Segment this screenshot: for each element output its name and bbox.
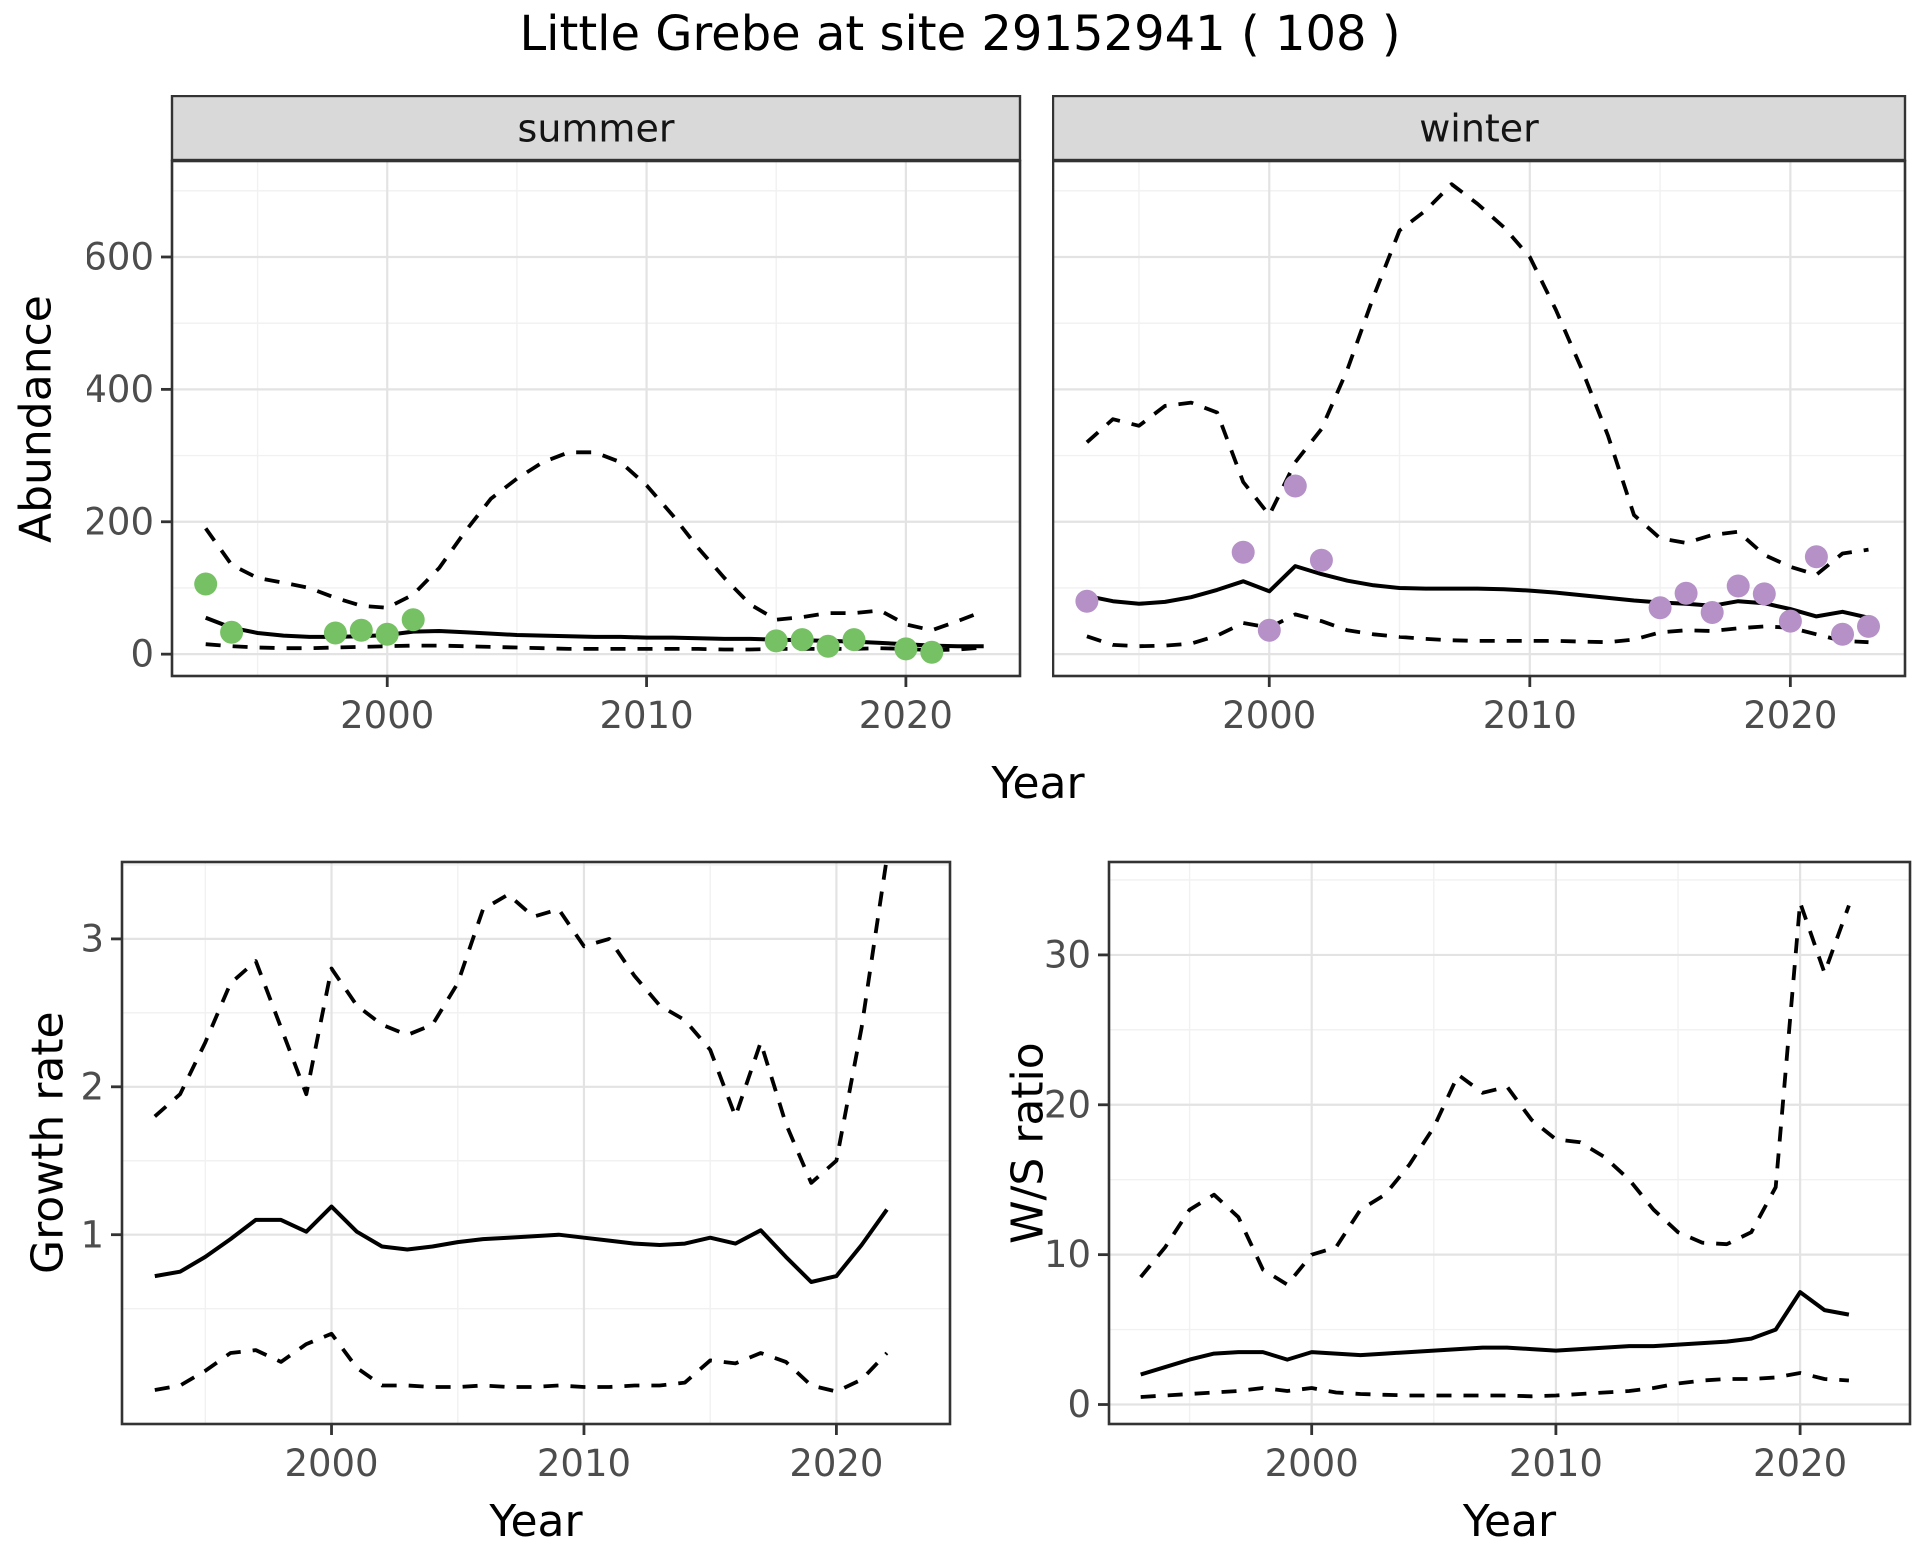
observation-point: [842, 628, 866, 652]
top-year-axis-title: Year: [991, 758, 1085, 809]
x-axis: 2000 2010 2020: [1265, 1424, 1847, 1485]
x-tick-label: 2010: [537, 1442, 631, 1485]
x-axis: 2000 2010 2020: [1222, 676, 1837, 737]
x-tick-label: 2000: [284, 1442, 378, 1485]
observation-point: [1804, 545, 1828, 569]
observation-point: [1700, 601, 1724, 624]
plot-title: Little Grebe at site 29152941 ( 108 ): [519, 6, 1401, 62]
observation-point: [194, 572, 218, 596]
observation-point: [764, 629, 788, 653]
observation-point: [401, 608, 425, 632]
panel-border: [1107, 860, 1912, 1426]
grid-minor: [172, 161, 1020, 676]
panel-background: [1109, 862, 1910, 1424]
y-axis: 0 10 20 30: [1044, 933, 1109, 1426]
observation-point: [1283, 474, 1307, 498]
grid-major: [172, 161, 1020, 676]
x-tick-label: 2020: [859, 694, 953, 737]
observation-point: [1075, 589, 1099, 613]
x-axis: 2000 2010 2020: [340, 676, 953, 737]
observation-point: [1752, 582, 1776, 606]
observation-point: [920, 640, 944, 664]
observation-point: [1778, 609, 1802, 633]
series-lines: [1139, 900, 1851, 1399]
observation-point: [894, 637, 918, 661]
observation-point: [1309, 548, 1333, 572]
ws-ratio-panel: 2000 2010 2020 0 10 20 30: [1044, 860, 1912, 1485]
grid-minor: [1109, 862, 1910, 1424]
x-tick-label: 2010: [1509, 1442, 1603, 1485]
y-tick-label: 600: [87, 236, 154, 279]
observation-point: [1674, 581, 1698, 605]
observation-point: [1857, 614, 1880, 638]
observation-point: [1726, 574, 1750, 598]
y-tick-label: 3: [80, 917, 104, 960]
x-tick-label: 2020: [1753, 1442, 1847, 1485]
lower_ci-line: [154, 1331, 889, 1394]
upper_ci-line: [153, 862, 889, 1185]
fit-line: [154, 1204, 889, 1284]
panel-border: [120, 860, 952, 1426]
observation-point: [790, 628, 814, 652]
observation-points: [194, 572, 944, 664]
panel-background: [122, 862, 950, 1424]
abundance-axis-title: Abundance: [10, 295, 62, 544]
winter-abundance-panel: winter 2000 2010 2020: [1052, 95, 1907, 737]
y-tick-label: 30: [1044, 933, 1091, 976]
y-tick-label: 20: [1044, 1083, 1091, 1126]
facet-strip-label: winter: [1419, 107, 1539, 151]
observation-point: [1648, 596, 1672, 620]
y-axis: 1 2 3: [80, 917, 122, 1256]
observation-point: [1257, 618, 1281, 642]
upper_ci-line: [1139, 900, 1851, 1287]
x-tick-label: 2000: [340, 694, 434, 737]
ws-year-axis-title: Year: [1462, 1496, 1557, 1547]
y-tick-label: 200: [87, 500, 154, 543]
observation-points: [1075, 474, 1880, 646]
x-axis: 2000 2010 2020: [284, 1424, 883, 1485]
x-tick-label: 2020: [789, 1442, 883, 1485]
observation-point: [323, 621, 347, 645]
growth-year-axis-title: Year: [489, 1496, 583, 1547]
panel-background: [172, 161, 1020, 676]
summer-abundance-panel: summer 2000 2010 2020 0 200 400 600: [87, 95, 1022, 737]
observation-point: [1231, 540, 1255, 564]
x-tick-label: 2010: [1483, 694, 1577, 737]
y-tick-label: 0: [130, 633, 154, 676]
y-tick-label: 2: [80, 1065, 104, 1108]
y-tick-label: 400: [87, 368, 154, 411]
growth-rate-panel: 2000 2010 2020 1 2 3: [80, 860, 952, 1485]
x-tick-label: 2000: [1222, 694, 1316, 737]
observation-point: [349, 618, 373, 642]
x-tick-label: 2000: [1265, 1442, 1359, 1485]
observation-point: [220, 620, 244, 644]
facet-strip: [1052, 95, 1907, 162]
grid-minor: [1053, 161, 1905, 676]
fit-line: [1140, 1290, 1850, 1377]
upper_ci-line: [1085, 182, 1869, 577]
facet-strip: [170, 95, 1022, 162]
y-tick-label: 1: [80, 1213, 104, 1256]
observation-point: [1831, 622, 1854, 646]
lower_ci-line: [1140, 1371, 1850, 1399]
x-tick-label: 2010: [599, 694, 693, 737]
x-tick-label: 2020: [1743, 694, 1837, 737]
y-axis: 0 200 400 600: [87, 236, 172, 676]
series-lines: [153, 862, 889, 1394]
series-lines: [1085, 182, 1869, 649]
y-tick-label: 0: [1067, 1383, 1091, 1426]
facet-strip-label: summer: [518, 107, 675, 151]
fit-line: [1086, 564, 1869, 620]
grid-major: [1109, 862, 1910, 1424]
observation-point: [375, 622, 399, 646]
grid-minor: [122, 862, 950, 1424]
observation-point: [816, 634, 840, 658]
y-tick-label: 10: [1044, 1233, 1091, 1276]
